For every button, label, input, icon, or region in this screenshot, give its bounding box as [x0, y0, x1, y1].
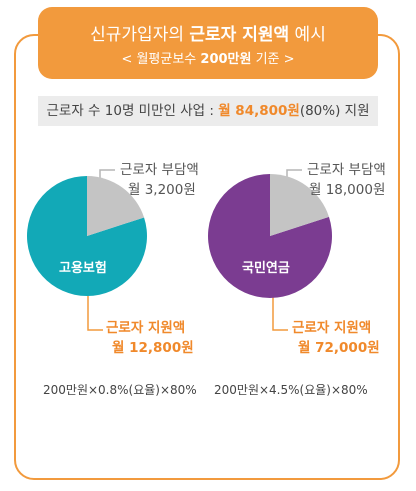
pie-slice-worker-share	[87, 176, 145, 236]
header-banner: 신규가입자의 근로자 지원액 예시 < 월평균보수 200만원 기준 >	[38, 7, 378, 79]
formula-national-pension: 200만원×4.5%(요율)×80%	[214, 383, 368, 397]
pie-slice-worker-support	[26, 176, 147, 297]
pie-employment-insurance	[26, 176, 147, 297]
page-title: 신규가입자의 근로자 지원액 예시	[90, 25, 326, 45]
page-subtitle: < 월평균보수 200만원 기준 >	[121, 52, 295, 67]
pie-slice-worker-support	[208, 174, 333, 298]
support-summary-banner: 근로자 수 10명 미만인 사업 : 월 84,800원(80%) 지원	[38, 96, 378, 126]
worker-share-label-1: 근로자 부담액 월 3,200원	[120, 162, 199, 198]
pie-slice-worker-share	[270, 174, 329, 236]
pie-center-label-national-pension: 국민연금	[242, 261, 290, 276]
worker-support-label-1: 근로자 지원액 월 12,800원	[106, 320, 194, 356]
worker-support-label-2: 근로자 지원액 월 72,000원	[292, 320, 380, 356]
worker-share-label-2: 근로자 부담액 월 18,000원	[307, 162, 386, 198]
pie-center-label-employment-insurance: 고용보험	[59, 261, 107, 276]
formula-employment-insurance: 200만원×0.8%(요율)×80%	[43, 383, 197, 397]
pie-national-pension	[208, 174, 333, 298]
